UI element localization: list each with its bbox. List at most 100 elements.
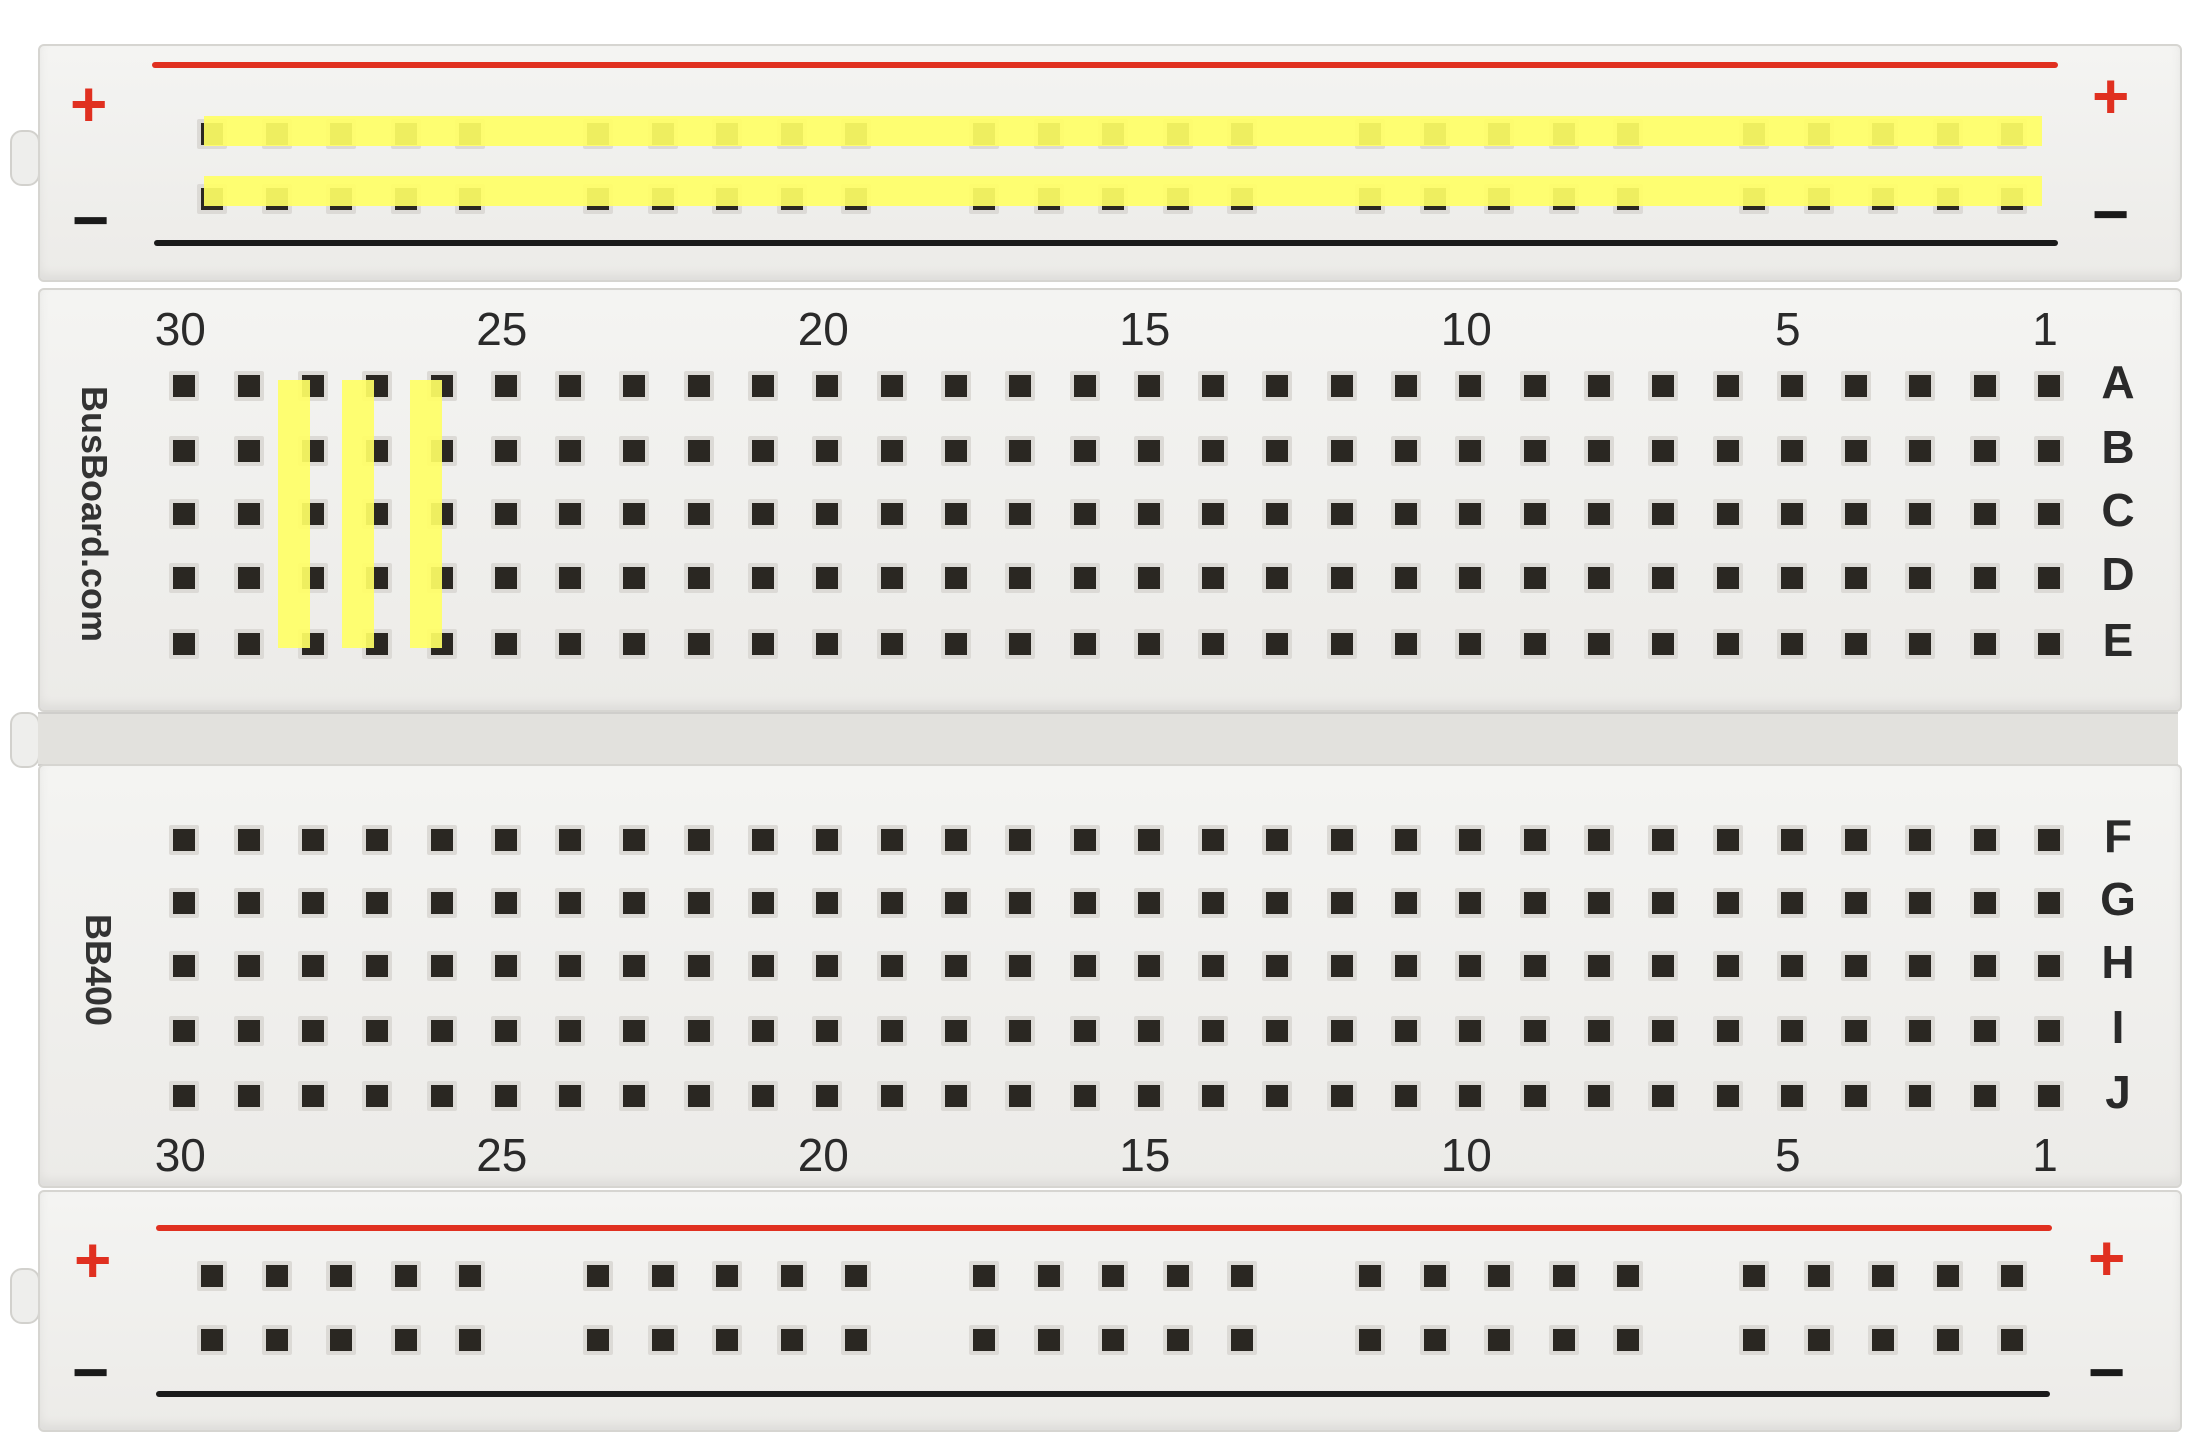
terminal-hole[interactable] (555, 499, 586, 529)
terminal-hole[interactable] (555, 563, 586, 593)
terminal-hole[interactable] (1455, 1081, 1486, 1111)
terminal-hole[interactable] (876, 629, 907, 659)
power-rail-hole[interactable] (455, 1261, 485, 1291)
terminal-hole[interactable] (1969, 563, 2000, 593)
terminal-hole[interactable] (1905, 1016, 1936, 1046)
terminal-hole[interactable] (876, 563, 907, 593)
terminal-hole[interactable] (1519, 951, 1550, 981)
terminal-hole[interactable] (1262, 436, 1293, 466)
terminal-hole[interactable] (1905, 825, 1936, 855)
power-rail-hole[interactable] (261, 1325, 292, 1355)
power-rail-hole[interactable] (1419, 1261, 1450, 1291)
terminal-hole[interactable] (1133, 1016, 1164, 1046)
power-rail-hole[interactable] (1162, 1261, 1193, 1291)
terminal-hole[interactable] (1712, 825, 1743, 855)
terminal-hole[interactable] (1069, 951, 1100, 981)
terminal-hole[interactable] (876, 888, 907, 918)
terminal-hole[interactable] (1905, 499, 1936, 529)
terminal-hole[interactable] (1776, 825, 1807, 855)
terminal-hole[interactable] (1712, 436, 1743, 466)
terminal-hole[interactable] (1776, 629, 1807, 659)
power-rail-hole[interactable] (841, 1261, 871, 1291)
terminal-hole[interactable] (1841, 951, 1872, 981)
terminal-hole[interactable] (940, 563, 971, 593)
terminal-hole[interactable] (1262, 951, 1293, 981)
terminal-hole[interactable] (1583, 563, 1614, 593)
terminal-hole[interactable] (1969, 1016, 2000, 1046)
terminal-hole[interactable] (1776, 1016, 1807, 1046)
terminal-hole[interactable] (490, 629, 521, 659)
power-rail-hole[interactable] (969, 1261, 999, 1291)
terminal-hole[interactable] (940, 1081, 971, 1111)
terminal-hole[interactable] (940, 1016, 971, 1046)
terminal-hole[interactable] (1712, 563, 1743, 593)
terminal-hole[interactable] (1391, 1016, 1421, 1046)
terminal-hole[interactable] (1198, 888, 1229, 918)
terminal-hole[interactable] (1391, 563, 1421, 593)
terminal-hole[interactable] (748, 888, 778, 918)
terminal-hole[interactable] (748, 1081, 778, 1111)
terminal-hole[interactable] (1905, 1081, 1936, 1111)
terminal-hole[interactable] (1583, 951, 1614, 981)
terminal-hole[interactable] (683, 371, 714, 401)
terminal-hole[interactable] (490, 825, 521, 855)
terminal-hole[interactable] (1583, 629, 1614, 659)
terminal-hole[interactable] (619, 1081, 650, 1111)
terminal-hole[interactable] (1712, 951, 1743, 981)
terminal-hole[interactable] (426, 1016, 457, 1046)
terminal-hole[interactable] (490, 436, 521, 466)
terminal-hole[interactable] (1969, 499, 2000, 529)
power-rail-hole[interactable] (455, 1325, 485, 1355)
power-rail-hole[interactable] (583, 1325, 613, 1355)
terminal-hole[interactable] (619, 1016, 650, 1046)
power-rail-hole[interactable] (1932, 1261, 1963, 1291)
terminal-hole[interactable] (555, 371, 586, 401)
terminal-hole[interactable] (169, 1081, 200, 1111)
terminal-hole[interactable] (233, 951, 264, 981)
terminal-hole[interactable] (2034, 1081, 2064, 1111)
power-rail-hole[interactable] (1355, 1325, 1385, 1355)
terminal-hole[interactable] (2034, 951, 2064, 981)
terminal-hole[interactable] (490, 1016, 521, 1046)
terminal-hole[interactable] (1776, 371, 1807, 401)
terminal-hole[interactable] (876, 499, 907, 529)
terminal-hole[interactable] (619, 436, 650, 466)
terminal-hole[interactable] (1326, 436, 1357, 466)
terminal-hole[interactable] (1841, 629, 1872, 659)
terminal-hole[interactable] (426, 951, 457, 981)
terminal-hole[interactable] (169, 1016, 200, 1046)
terminal-hole[interactable] (1005, 499, 1036, 529)
terminal-hole[interactable] (1262, 1016, 1293, 1046)
terminal-hole[interactable] (233, 371, 264, 401)
terminal-hole[interactable] (555, 436, 586, 466)
terminal-hole[interactable] (1969, 825, 2000, 855)
terminal-hole[interactable] (233, 1016, 264, 1046)
power-rail-hole[interactable] (197, 1325, 227, 1355)
power-rail-hole[interactable] (197, 1261, 227, 1291)
terminal-hole[interactable] (748, 436, 778, 466)
power-rail-hole[interactable] (969, 1325, 999, 1355)
terminal-hole[interactable] (1326, 951, 1357, 981)
terminal-hole[interactable] (1069, 888, 1100, 918)
terminal-hole[interactable] (812, 563, 843, 593)
terminal-hole[interactable] (683, 825, 714, 855)
terminal-hole[interactable] (169, 499, 200, 529)
terminal-hole[interactable] (2034, 888, 2064, 918)
power-rail-hole[interactable] (1355, 1261, 1385, 1291)
terminal-hole[interactable] (1133, 629, 1164, 659)
terminal-hole[interactable] (1648, 629, 1679, 659)
terminal-hole[interactable] (1326, 825, 1357, 855)
terminal-hole[interactable] (1776, 1081, 1807, 1111)
terminal-hole[interactable] (940, 888, 971, 918)
power-rail-hole[interactable] (1739, 1325, 1769, 1355)
terminal-hole[interactable] (1712, 499, 1743, 529)
terminal-hole[interactable] (1905, 629, 1936, 659)
terminal-hole[interactable] (1391, 371, 1421, 401)
terminal-hole[interactable] (812, 436, 843, 466)
power-rail-hole[interactable] (390, 1261, 421, 1291)
terminal-hole[interactable] (1455, 1016, 1486, 1046)
terminal-hole[interactable] (555, 888, 586, 918)
terminal-hole[interactable] (748, 951, 778, 981)
terminal-hole[interactable] (1455, 563, 1486, 593)
terminal-hole[interactable] (940, 825, 971, 855)
